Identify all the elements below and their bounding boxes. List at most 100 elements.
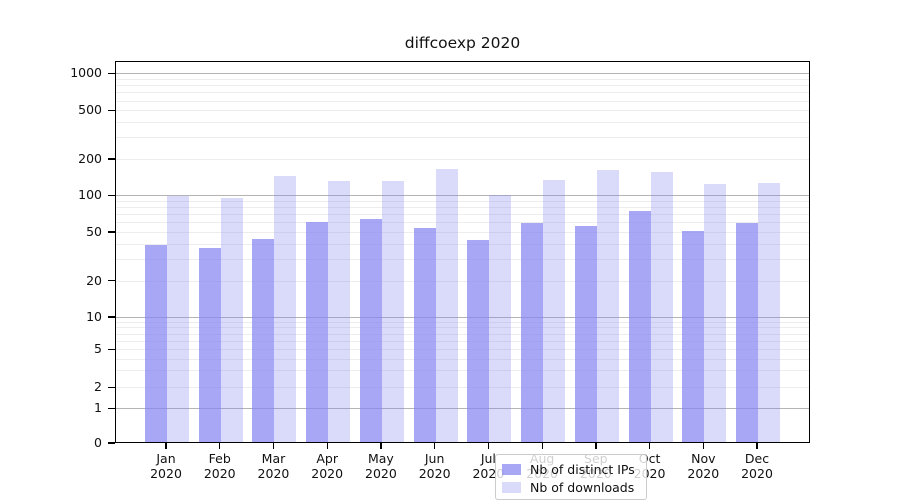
x-tick-label: May 2020 [365, 451, 397, 481]
x-tick-mark [219, 443, 221, 449]
y-tick-mark [108, 158, 115, 160]
x-tick-mark [702, 443, 704, 449]
x-tick-label: Dec 2020 [741, 451, 773, 481]
gridline-minor [116, 321, 809, 323]
gridline-major [116, 408, 809, 410]
y-tick-mark [108, 194, 115, 196]
y-tick-mark [108, 442, 115, 444]
downloads-bar [328, 180, 351, 442]
x-tick-mark [165, 443, 167, 449]
y-tick-mark [108, 348, 115, 350]
gridline-minor [116, 232, 809, 233]
x-tick-mark [380, 443, 382, 449]
gridline-minor [116, 387, 809, 389]
y-tick-label: 50 [86, 224, 102, 239]
gridline-minor [116, 358, 809, 360]
downloads-bar [381, 181, 404, 442]
y-tick-mark [108, 72, 115, 74]
gridline-major [116, 73, 809, 75]
downloads-bar [489, 194, 512, 442]
y-tick-mark [108, 109, 115, 111]
distinct-ips-bar [359, 219, 382, 442]
plot-area: Nb of distinct IPs Nb of downloads [115, 61, 810, 500]
distinct-ips-bar [574, 226, 597, 442]
legend-label-downloads: Nb of downloads [530, 479, 635, 495]
legend-item-downloads: Nb of downloads [502, 478, 646, 496]
downloads-swatch [502, 481, 521, 493]
x-tick-mark [595, 443, 597, 449]
gridline-minor [116, 333, 809, 335]
legend-item-distinct-ips: Nb of distinct IPs [502, 460, 646, 478]
distinct-ips-bar [145, 244, 167, 442]
gridline-minor [116, 159, 809, 160]
y-tick-label: 20 [86, 272, 102, 288]
y-tick-label: 500 [78, 102, 102, 118]
x-tick-label: Apr 2020 [311, 451, 344, 481]
gridline-major [116, 195, 809, 197]
gridline-minor [116, 110, 809, 112]
y-tick-label: 1000 [70, 65, 102, 81]
gridline-minor [116, 222, 809, 224]
x-tick-label: Jun 2020 [418, 451, 451, 481]
legend-label-distinct-ips: Nb of distinct IPs [530, 461, 635, 477]
downloads-bar [704, 183, 727, 442]
y-tick-label: 200 [78, 151, 102, 166]
distinct-ips-bar [306, 221, 329, 442]
downloads-bar [758, 182, 781, 442]
y-tick-mark [108, 407, 115, 409]
x-tick-label: Mar 2020 [257, 451, 290, 481]
distinct-ips-bar [682, 230, 705, 442]
gridline-minor [116, 214, 809, 216]
gridline-minor [116, 85, 809, 87]
y-tick-label: 100 [78, 187, 102, 203]
distinct-ips-bar [628, 210, 651, 442]
x-tick-label: Feb 2020 [203, 451, 236, 481]
y-tick-label: 1 [94, 400, 102, 416]
distinct-ips-bar [467, 239, 490, 442]
x-tick-label: Nov 2020 [687, 451, 720, 481]
gridline-minor [116, 122, 809, 124]
x-tick-mark [326, 443, 328, 449]
y-tick-mark [108, 280, 115, 282]
x-tick-mark [487, 443, 490, 449]
gridline-minor [116, 243, 809, 245]
distinct-ips-bar [521, 223, 544, 442]
y-tick-label: 2 [94, 379, 102, 395]
distinct-ips-bar [736, 223, 759, 442]
chart-title: diffcoexp 2020 [404, 34, 521, 52]
gridline-major [116, 317, 809, 318]
y-tick-label: 5 [94, 341, 102, 357]
gridline-minor [116, 200, 809, 202]
legend: Nb of distinct IPs Nb of downloads [495, 454, 647, 500]
gridline-minor [116, 370, 809, 372]
x-tick-mark [648, 443, 651, 449]
downloads-bar [543, 180, 566, 442]
y-tick-label: 0 [94, 435, 102, 450]
x-tick-mark [272, 443, 275, 449]
y-tick-mark [108, 316, 115, 318]
downloads-bar [220, 198, 243, 442]
downloads-bar [167, 196, 189, 442]
distinct-ips-swatch [502, 463, 521, 475]
distinct-ips-bar [413, 227, 436, 442]
downloads-bar [435, 169, 458, 442]
distinct-ips-bar [252, 238, 275, 442]
gridline-minor [116, 280, 809, 282]
x-tick-mark [434, 443, 436, 449]
gridline-minor [116, 340, 809, 342]
gridline-minor [116, 327, 809, 329]
gridline-minor [116, 78, 809, 80]
downloads-bar [596, 170, 619, 442]
y-tick-mark [108, 231, 115, 233]
downloads-bar [650, 171, 673, 442]
x-tick-mark [541, 443, 543, 449]
gridline-minor [116, 137, 809, 139]
gridline-minor [116, 92, 809, 94]
y-tick-mark [108, 386, 115, 388]
x-tick-mark [756, 443, 758, 449]
x-tick-label: Jan 2020 [150, 451, 182, 481]
gridline-minor [116, 100, 809, 102]
gridline-minor [116, 349, 809, 351]
gridline-minor [116, 207, 809, 209]
